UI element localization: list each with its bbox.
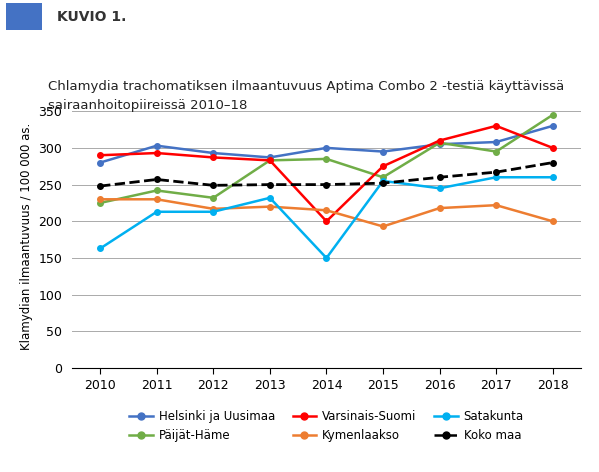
Text: Chlamydia trachomatiksen ilmaantuvuus Aptima Combo 2 -testiä käyttävissä: Chlamydia trachomatiksen ilmaantuvuus Ap… [48, 80, 564, 93]
Text: KUVIO 1.: KUVIO 1. [57, 9, 126, 24]
Y-axis label: Klamydian ilmaantuvuus / 100 000 as.: Klamydian ilmaantuvuus / 100 000 as. [20, 122, 33, 350]
FancyBboxPatch shape [6, 3, 42, 30]
Text: sairaanhoitopiireissä 2010–18: sairaanhoitopiireissä 2010–18 [48, 99, 247, 112]
Legend: Helsinki ja Uusimaa, Päijät-Häme, Varsinais-Suomi, Kymenlaakso, Satakunta, Koko : Helsinki ja Uusimaa, Päijät-Häme, Varsin… [125, 405, 528, 447]
